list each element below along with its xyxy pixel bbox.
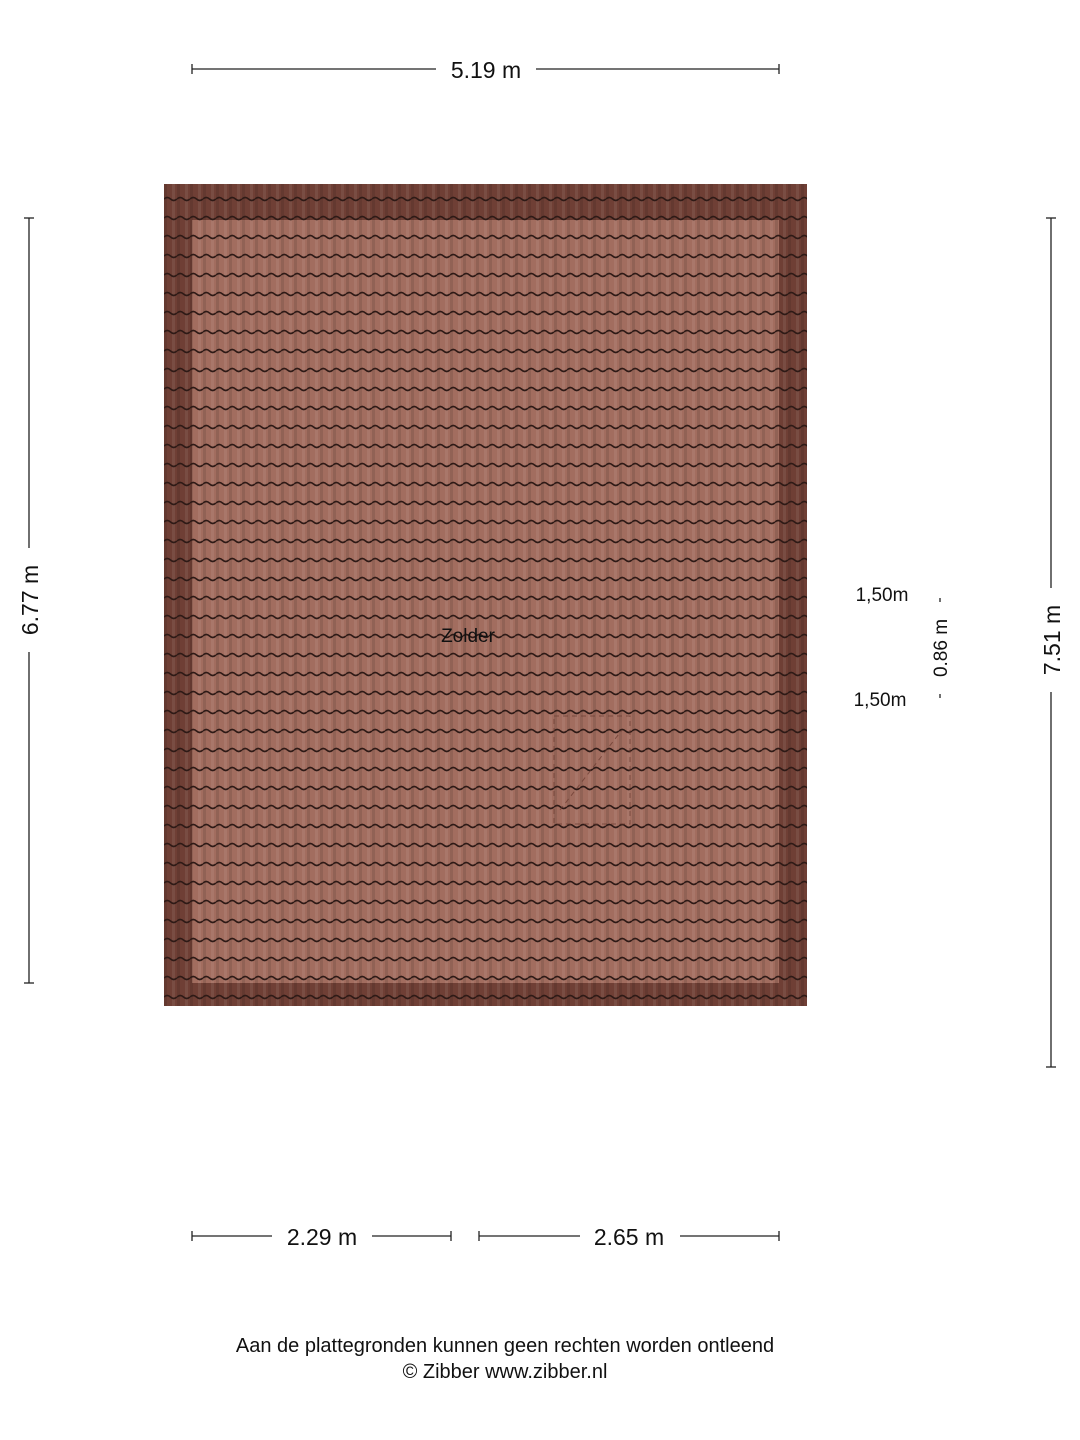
ceiling-height-bottom: 1,50m (854, 690, 907, 711)
ceiling-height-top: 1,50m (856, 585, 909, 606)
roof (164, 184, 807, 1006)
dimension-bottom-left: 2.29 m (287, 1224, 357, 1250)
dimension-left-height: 6.77 m (17, 565, 43, 635)
dimension-bottom-right: 2.65 m (594, 1224, 664, 1250)
disclaimer-text: Aan de plattegronden kunnen geen rechten… (235, 1335, 775, 1357)
dimension-hatch-height: 0.86 m (931, 619, 952, 677)
copyright-text: © Zibber www.zibber.nl (402, 1361, 608, 1383)
dimension-top-width: 5.19 m (451, 57, 521, 83)
roof-hatch (553, 715, 631, 825)
dimension-right-height: 7.51 m (1039, 605, 1065, 675)
dimension-lines (24, 64, 1056, 1241)
room-label: Zolder (441, 626, 496, 647)
